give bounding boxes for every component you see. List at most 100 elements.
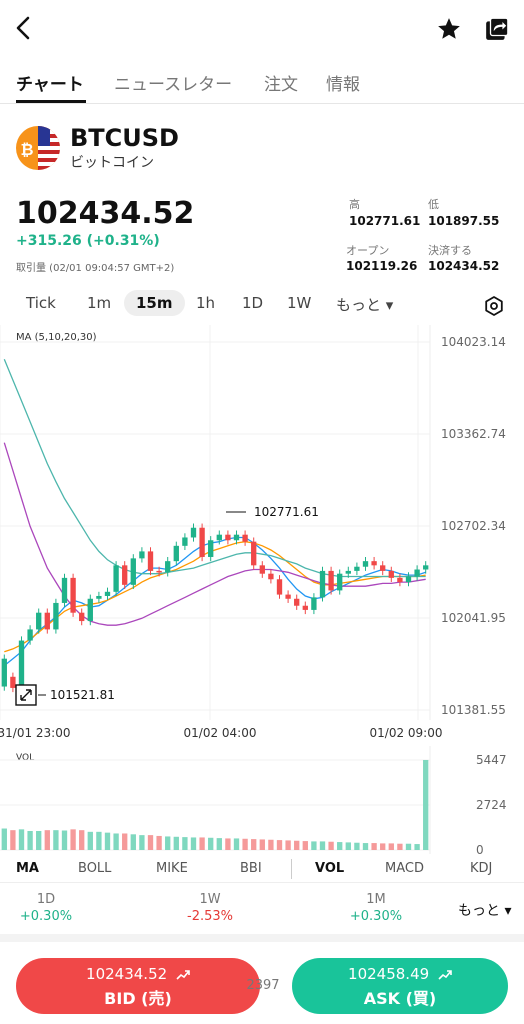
candle — [44, 612, 50, 630]
candle — [285, 594, 291, 599]
ma-line — [3, 536, 426, 667]
tab-order[interactable]: 注文 — [264, 75, 298, 95]
x-tick-label: 31/01 23:00 — [0, 726, 70, 740]
candle — [216, 534, 222, 541]
timeframe-1d[interactable]: 1D — [242, 294, 264, 312]
y-tick-label: 104023.14 — [441, 335, 506, 349]
bid-label: BID (売) — [104, 989, 172, 1008]
volume-bar — [44, 830, 50, 850]
candle — [36, 612, 42, 630]
volume-bar — [362, 843, 369, 850]
candle — [96, 595, 102, 599]
volume-bar — [10, 830, 16, 850]
x-axis-labels: 31/01 23:00 01/02 04:00 01/02 09:00 — [0, 726, 442, 740]
performance-1w: 1W -2.53% — [187, 892, 233, 924]
price-chart[interactable]: MA (5,10,20,30) 104023.14 103362.74 102702… — [0, 325, 524, 745]
volume-bar — [199, 837, 205, 850]
volume-bar — [70, 829, 76, 850]
open-label: オープン — [346, 244, 390, 257]
timeframe-1h[interactable]: 1h — [196, 294, 216, 312]
candle — [10, 676, 16, 688]
volume-bar — [216, 838, 222, 850]
candle — [233, 534, 240, 541]
volume-bar — [388, 843, 394, 850]
indicator-kdj[interactable]: KDJ — [470, 861, 493, 876]
ask-buy-button[interactable]: 102458.49 ASK (買) — [292, 958, 508, 1014]
y-axis-labels: 104023.14 103362.74 102702.34 102041.95 1013… — [441, 335, 506, 717]
volume-axis-labels: 5447 2724 0 — [476, 753, 507, 854]
candle — [242, 534, 248, 542]
share-icon[interactable] — [484, 16, 510, 42]
indicator-boll[interactable]: BOLL — [78, 861, 112, 876]
indicator-ma[interactable]: MA — [16, 861, 39, 876]
volume-bar — [18, 829, 25, 850]
timeframe-15m[interactable]: 15m — [124, 290, 185, 316]
star-icon[interactable] — [436, 16, 462, 42]
candle — [165, 561, 171, 573]
tab-chart[interactable]: チャート — [16, 75, 84, 95]
candle — [380, 565, 386, 571]
ask-label: ASK (買) — [363, 989, 437, 1008]
candle — [414, 569, 420, 577]
volume-bar — [190, 837, 197, 850]
price-change: +315.26 (+0.31%) — [16, 233, 160, 249]
volume-bar — [104, 832, 111, 850]
active-tab-indicator — [16, 100, 86, 103]
volume-bar — [345, 842, 351, 850]
candle — [328, 570, 334, 591]
timeframe-1w[interactable]: 1W — [287, 294, 312, 312]
candle — [87, 598, 93, 622]
settings-gear-icon[interactable] — [484, 296, 504, 316]
candle — [225, 534, 231, 541]
volume-tick-label: 0 — [476, 843, 484, 854]
spread-value: 2397 — [246, 978, 280, 993]
high-marker: 102771.61 — [226, 505, 319, 519]
timeframe-1m[interactable]: 1m — [87, 294, 112, 312]
tab-info[interactable]: 情報 — [326, 75, 360, 95]
indicator-vol[interactable]: VOL — [315, 861, 345, 876]
expand-icon — [20, 689, 32, 701]
performance-more-button[interactable]: もっと ▾ — [458, 903, 512, 919]
candles — [1, 523, 429, 693]
low-marker-label: 101521.81 — [50, 688, 115, 702]
volume-tick-label: 5447 — [476, 753, 507, 767]
candle — [302, 605, 308, 610]
volume-bar — [208, 837, 214, 850]
timeframe-more[interactable]: もっと ▾ — [336, 296, 394, 314]
performance-summary: 1D +0.30% 1W -2.53% 1M +0.30% もっと ▾ — [0, 888, 524, 932]
symbol-description: ビットコイン — [70, 155, 154, 171]
candle — [259, 565, 265, 574]
chart-grid — [0, 325, 431, 720]
performance-1d: 1D +0.30% — [19, 892, 73, 924]
volume-bar — [276, 840, 283, 850]
candle — [294, 598, 300, 606]
bid-sell-button[interactable]: 102434.52 BID (売) — [16, 958, 260, 1014]
volume-bar — [319, 841, 326, 850]
volume-bar — [414, 844, 420, 850]
volume-bar — [87, 831, 93, 850]
volume-tick-label: 2724 — [476, 798, 507, 812]
low-label: 低 — [428, 198, 439, 211]
candle — [199, 527, 205, 557]
volume-bar — [268, 839, 274, 850]
indicator-bbi[interactable]: BBI — [240, 861, 262, 876]
volume-bar — [311, 841, 317, 850]
volume-bar — [405, 843, 412, 850]
chevron-left-icon[interactable] — [10, 14, 38, 42]
volume-bar — [354, 842, 360, 850]
candle — [268, 573, 274, 580]
x-tick-label: 01/02 04:00 — [184, 726, 257, 740]
ma-line — [3, 442, 426, 626]
indicator-macd[interactable]: MACD — [385, 861, 424, 876]
volume-bar — [259, 839, 265, 850]
tab-newsletter[interactable]: ニュースレター — [114, 75, 233, 95]
timeframe-tick[interactable]: Tick — [26, 294, 56, 312]
indicator-mike[interactable]: MIKE — [156, 861, 188, 876]
volume-bar — [122, 833, 128, 850]
candle — [27, 629, 33, 641]
low-value: 101897.55 — [428, 214, 500, 228]
candle — [156, 570, 162, 573]
volume-bar — [233, 838, 240, 850]
volume-bar — [96, 831, 102, 850]
candle — [251, 541, 257, 566]
